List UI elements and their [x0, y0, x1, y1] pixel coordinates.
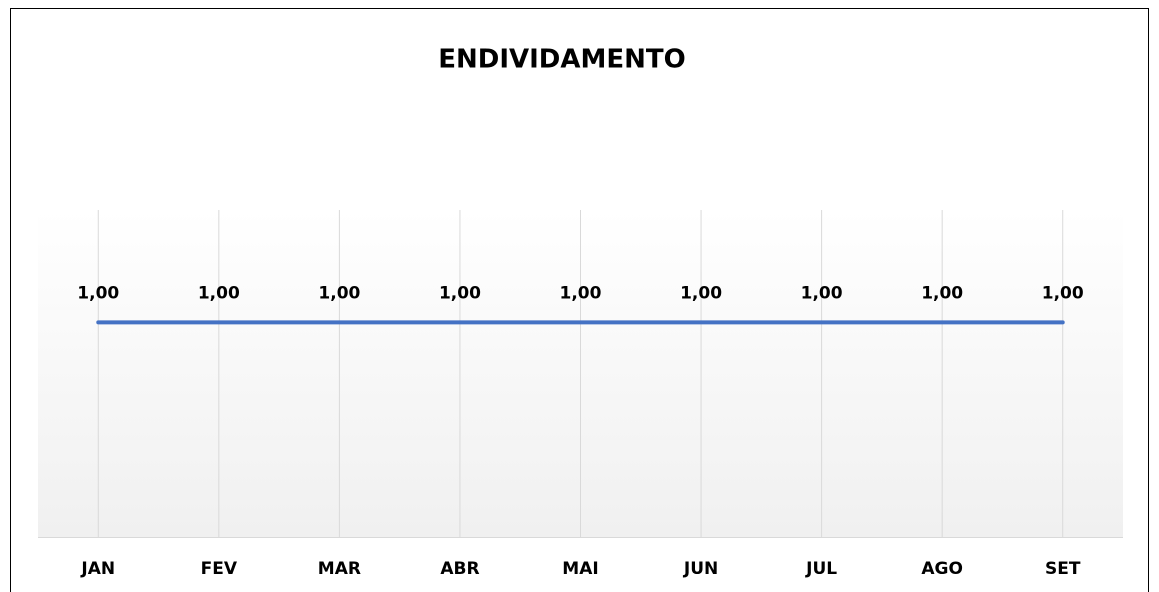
data-label: 1,00 — [77, 283, 119, 303]
data-label: 1,00 — [680, 283, 722, 303]
x-tick-label: JUN — [683, 559, 718, 579]
data-label: 1,00 — [801, 283, 843, 303]
data-label: 1,00 — [1042, 283, 1084, 303]
data-label: 1,00 — [921, 283, 963, 303]
data-label: 1,00 — [439, 283, 481, 303]
data-label: 1,00 — [198, 283, 240, 303]
x-tick-label: ABR — [440, 559, 479, 579]
data-label: 1,00 — [560, 283, 602, 303]
x-tick-label: JAN — [80, 559, 115, 579]
x-tick-label: AGO — [921, 559, 963, 579]
data-label: 1,00 — [318, 283, 360, 303]
x-tick-label: FEV — [201, 559, 238, 579]
chart-title: ENDIVIDAMENTO — [438, 45, 686, 75]
x-tick-label: MAI — [562, 559, 598, 579]
x-tick-label: MAR — [318, 559, 361, 579]
x-tick-label: JUL — [805, 559, 837, 579]
x-tick-label: SET — [1045, 559, 1081, 579]
